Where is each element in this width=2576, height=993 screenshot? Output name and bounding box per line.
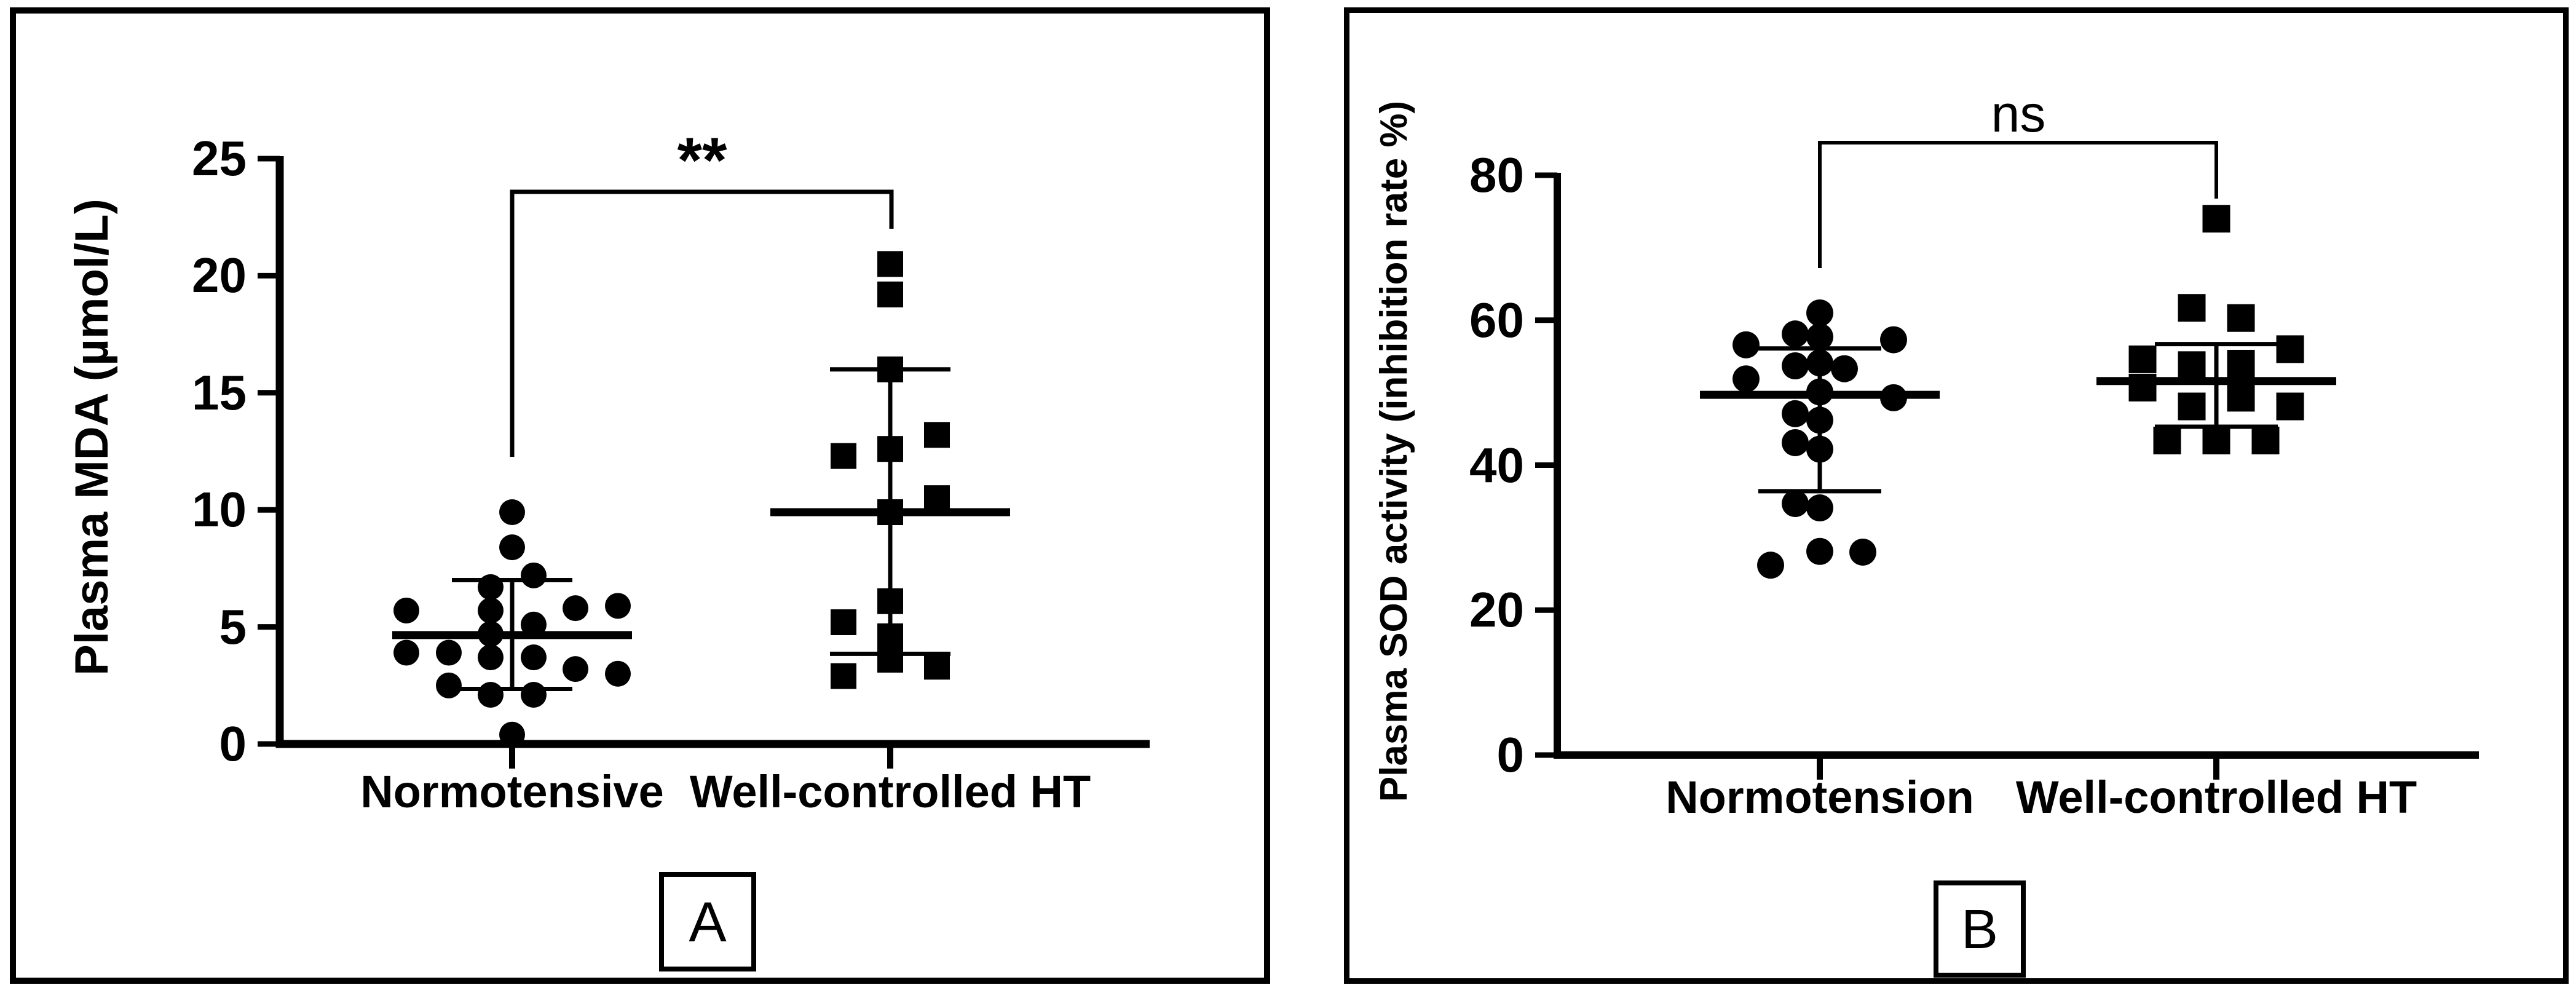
panel-a-significance-bracket xyxy=(510,189,894,457)
panel-b-y-tick-label: 0 xyxy=(1496,727,1525,782)
data-point-square xyxy=(2227,349,2255,378)
panel-b-y-tick-label: 20 xyxy=(1469,582,1524,638)
panel-a-significance-label: ** xyxy=(677,125,727,196)
data-point-square xyxy=(831,609,856,635)
data-point-circle xyxy=(1806,323,1833,350)
data-point-circle xyxy=(478,574,504,600)
panel-a-border xyxy=(10,7,1270,984)
data-point-square xyxy=(2276,335,2304,363)
data-point-circle xyxy=(1806,537,1833,565)
data-point-circle xyxy=(1732,331,1760,358)
data-point-circle xyxy=(499,534,525,561)
data-point-circle xyxy=(605,660,631,687)
data-point-circle xyxy=(563,595,588,622)
panel-a-y-tick-label: 20 xyxy=(192,248,247,303)
data-point-circle xyxy=(1806,406,1833,434)
panel-a-letter-box: A xyxy=(659,872,756,971)
panel-b-letter-box: B xyxy=(1934,880,2026,978)
data-point-square xyxy=(877,251,903,277)
panel-a-y-tick-label: 5 xyxy=(219,599,247,654)
data-point-circle xyxy=(1806,494,1833,522)
data-point-circle xyxy=(605,593,631,619)
panel-a-y-tick-label: 25 xyxy=(192,131,247,186)
panel-b-significance-bracket xyxy=(1818,141,2218,268)
data-point-circle xyxy=(436,639,462,666)
data-point-circle xyxy=(1757,552,1784,579)
data-point-circle xyxy=(1849,538,1876,566)
data-point-square xyxy=(2227,384,2255,412)
data-point-square xyxy=(2227,304,2255,332)
data-point-square xyxy=(877,281,903,307)
data-point-circle xyxy=(1806,299,1833,326)
panel-a-y-tick-label: 15 xyxy=(192,365,247,420)
data-point-square xyxy=(2178,351,2206,379)
data-point-square xyxy=(924,422,950,448)
data-point-circle xyxy=(521,682,547,708)
data-point-circle xyxy=(521,644,547,671)
data-point-circle xyxy=(478,682,504,708)
data-point-square xyxy=(877,646,903,673)
data-point-circle xyxy=(499,721,525,748)
panel-b-category-label-normotension: Normotension xyxy=(1665,772,1974,823)
data-point-circle xyxy=(521,562,547,588)
data-point-circle xyxy=(478,597,504,623)
data-point-square xyxy=(831,663,856,689)
data-point-square xyxy=(877,588,903,614)
data-point-square xyxy=(2276,392,2304,421)
panel-a-y-tick-label: 10 xyxy=(192,482,247,537)
data-point-circle xyxy=(1782,320,1809,348)
data-point-circle xyxy=(563,656,588,682)
data-point-circle xyxy=(1806,435,1833,463)
data-point-circle xyxy=(1782,429,1809,456)
data-point-circle xyxy=(1782,489,1809,517)
data-point-circle xyxy=(1732,365,1760,393)
data-point-circle xyxy=(521,611,547,638)
data-point-circle xyxy=(1806,349,1833,377)
data-point-square xyxy=(877,436,903,462)
data-point-circle xyxy=(436,672,462,698)
data-point-square xyxy=(924,654,950,680)
data-point-square xyxy=(2202,205,2230,233)
data-point-circle xyxy=(1782,400,1809,427)
panel-a-category-label-well-controlled-ht: Well-controlled HT xyxy=(689,766,1091,817)
data-point-square xyxy=(2128,345,2157,373)
data-point-square xyxy=(2153,426,2181,454)
data-point-square xyxy=(2202,426,2230,454)
data-point-square xyxy=(2178,392,2206,421)
panel-a-category-label-normotensive: Normotensive xyxy=(360,766,664,817)
panel-b-y-tick-label: 60 xyxy=(1469,292,1524,347)
data-point-circle xyxy=(393,639,419,666)
data-point-square xyxy=(2178,294,2206,322)
data-point-circle xyxy=(1880,326,1907,354)
data-point-square xyxy=(877,623,903,649)
data-point-square xyxy=(831,443,856,469)
panel-b-y-tick-label: 40 xyxy=(1469,437,1524,493)
panel-b-significance-label: ns xyxy=(1991,85,2046,143)
data-point-circle xyxy=(499,499,525,526)
panel-a-y-tick-label: 0 xyxy=(219,716,247,771)
data-point-square xyxy=(2251,426,2280,454)
data-point-circle xyxy=(393,597,419,623)
data-point-square xyxy=(877,356,903,382)
panel-b-y-tick-label: 80 xyxy=(1469,148,1524,202)
panel-b-category-label-well-controlled-ht: Well-controlled HT xyxy=(2015,772,2417,823)
data-point-circle xyxy=(478,644,504,671)
data-point-square xyxy=(924,485,950,512)
data-point-circle xyxy=(1831,355,1858,382)
data-point-circle xyxy=(1782,352,1809,380)
panel-b-border xyxy=(1344,7,2569,984)
